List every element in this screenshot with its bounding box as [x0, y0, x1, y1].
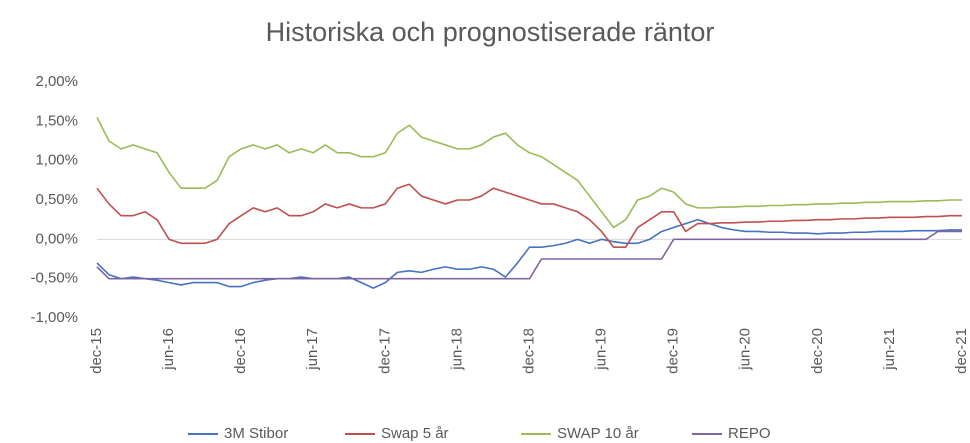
x-tick-label: dec-17 — [376, 328, 393, 374]
x-tick-label: dec-18 — [520, 328, 537, 374]
legend-label: Swap 5 år — [381, 425, 449, 442]
series-line — [96, 218, 962, 289]
x-tick-label: jun-21 — [881, 328, 898, 371]
y-tick-label: 0,50% — [35, 191, 78, 208]
series-line — [96, 230, 962, 280]
y-tick-label: 0,00% — [35, 230, 78, 247]
y-tick-label: 2,00% — [35, 73, 78, 90]
x-tick-label: jun-20 — [737, 328, 754, 371]
x-tick-label: jun-16 — [160, 328, 177, 371]
chart-title: Historiska och prognostiserade räntor — [266, 17, 715, 47]
x-tick-label: dec-16 — [232, 328, 249, 374]
x-tick-label: jun-19 — [593, 328, 610, 371]
y-tick-label: 1,00% — [35, 152, 78, 169]
legend-label: SWAP 10 år — [557, 425, 639, 442]
series-line — [96, 183, 962, 248]
y-tick-label: -0,50% — [30, 270, 78, 287]
x-tick-label: dec-19 — [665, 328, 682, 374]
y-tick-label: 1,50% — [35, 112, 78, 129]
x-tick-label: dec-21 — [953, 328, 970, 374]
y-tick-label: -1,00% — [30, 309, 78, 326]
x-tick-label: jun-17 — [304, 328, 321, 371]
legend-label: REPO — [728, 425, 771, 442]
x-tick-label: jun-18 — [448, 328, 465, 371]
series-line — [96, 117, 962, 229]
legend-label: 3M Stibor — [224, 425, 288, 442]
x-tick-label: dec-20 — [809, 328, 826, 374]
x-tick-label: dec-15 — [88, 328, 105, 374]
